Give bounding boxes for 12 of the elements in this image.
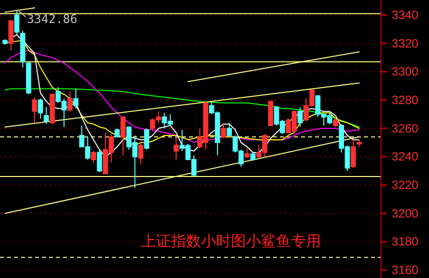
y-tick-label: 3240 xyxy=(392,150,419,164)
y-tick-label: 3300 xyxy=(392,64,419,79)
y-tick-label: 3280 xyxy=(392,93,419,108)
annotation: 上证指数小时图小鲨鱼专用 xyxy=(141,232,321,250)
y-tick-label: 3200 xyxy=(392,206,419,220)
y-tick-label: 3260 xyxy=(392,121,419,136)
y-tick-label: 3320 xyxy=(392,36,419,50)
y-tick-label: 3340 xyxy=(392,8,419,22)
annotation: 3342.86 xyxy=(26,12,78,26)
y-tick-label: 3180 xyxy=(392,234,419,249)
y-tick-label: 3160 xyxy=(392,263,419,278)
y-tick-label: 3220 xyxy=(392,178,419,192)
